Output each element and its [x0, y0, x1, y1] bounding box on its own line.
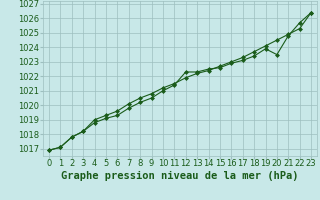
X-axis label: Graphe pression niveau de la mer (hPa): Graphe pression niveau de la mer (hPa) [61, 171, 299, 181]
